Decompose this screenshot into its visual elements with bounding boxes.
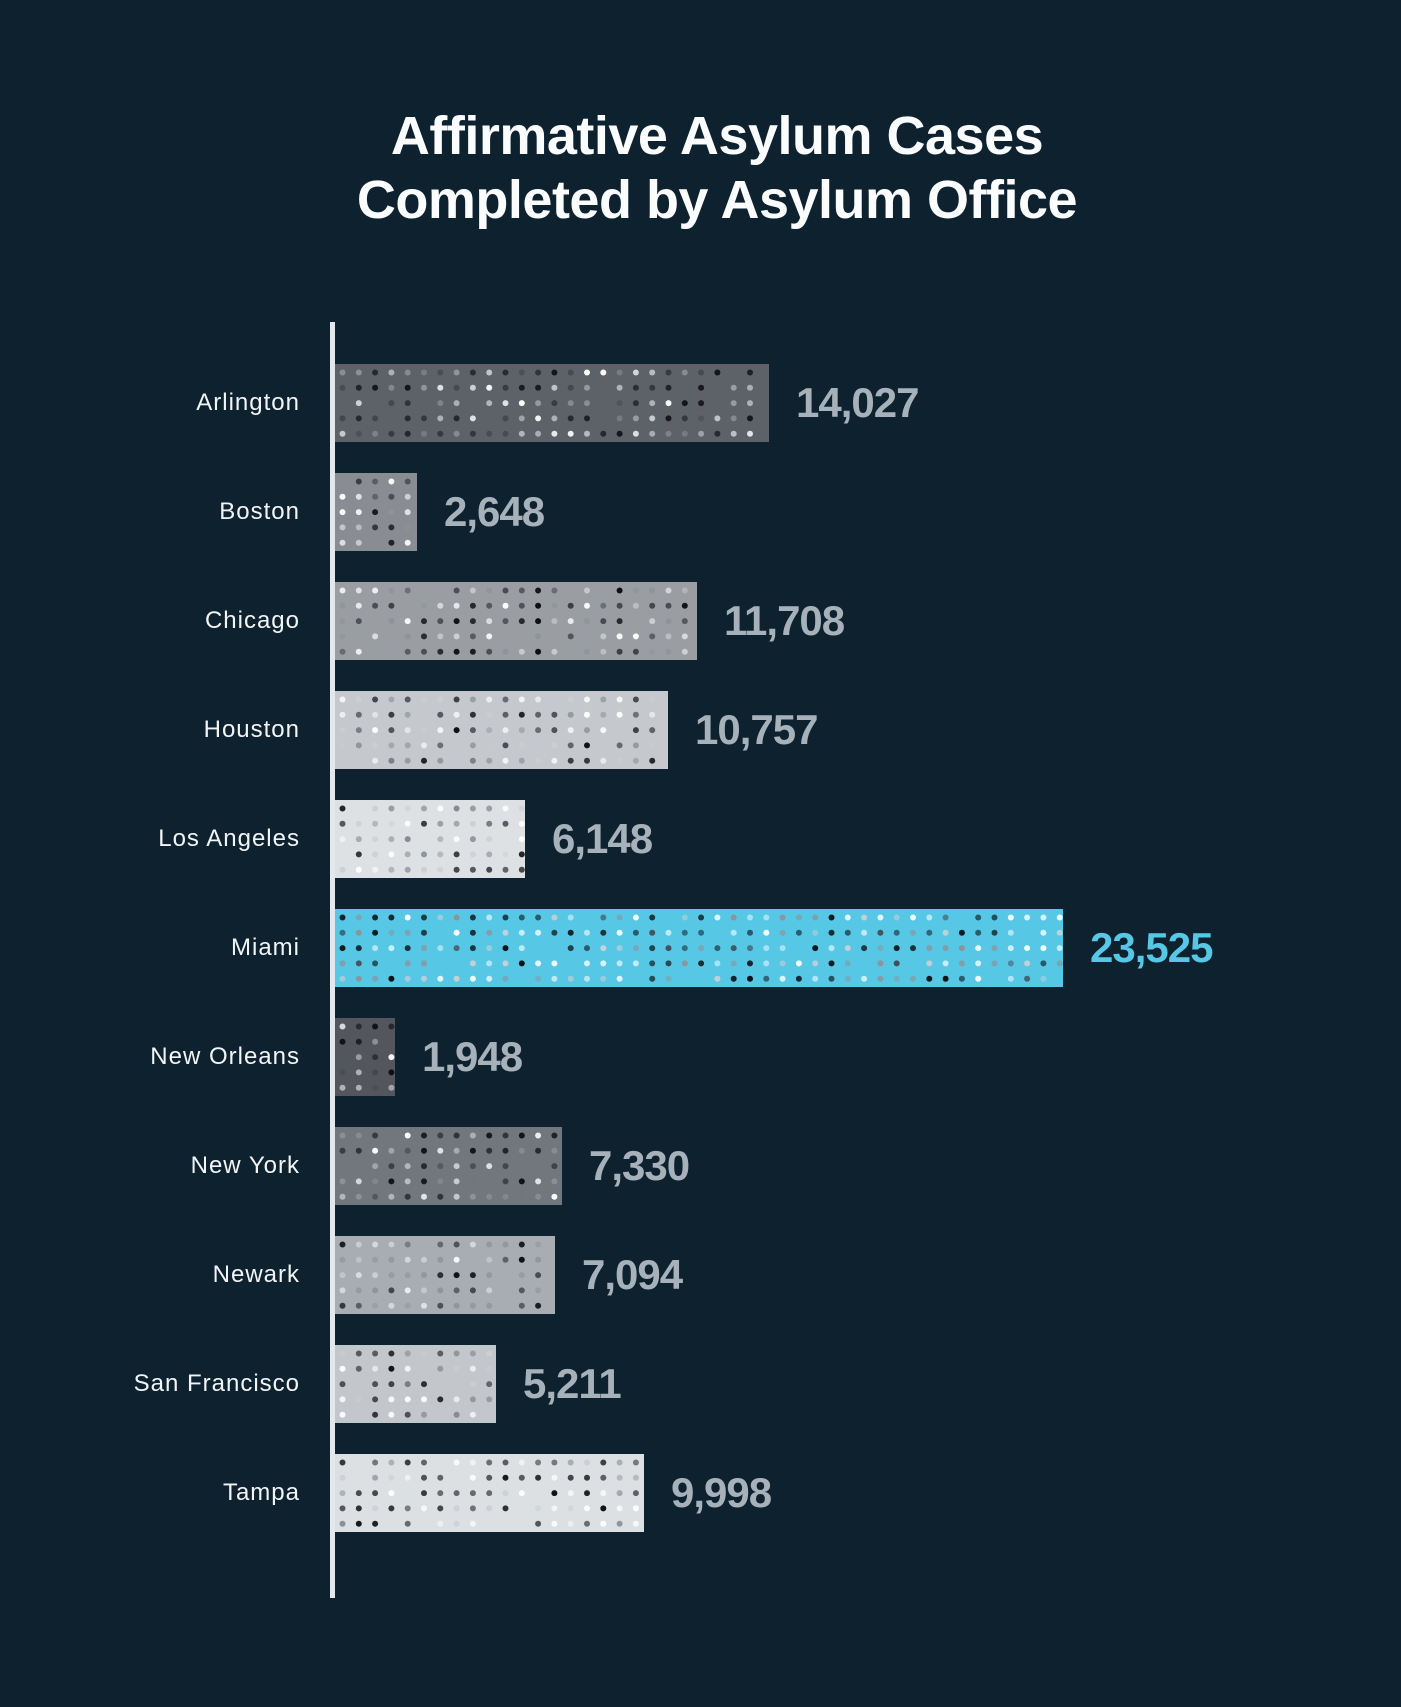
bar <box>335 1018 395 1096</box>
bar <box>335 364 769 442</box>
bar-dot-pattern <box>339 1241 542 1309</box>
bar <box>335 909 1063 987</box>
bar-row: San Francisco 5,211 <box>0 1345 1401 1423</box>
y-axis-line <box>330 322 335 1598</box>
bar-row: Arlington 14,027 <box>0 364 1401 442</box>
bar-row: Los Angeles 6,148 <box>0 800 1401 878</box>
bar-row: New Orleans 1,948 <box>0 1018 1401 1096</box>
bar-dot-pattern <box>339 369 753 437</box>
bar-row: Boston 2,648 <box>0 473 1401 551</box>
category-label: Miami <box>231 934 300 961</box>
value-label: 23,525 <box>1090 924 1213 971</box>
category-label: Chicago <box>204 607 300 634</box>
bar <box>335 1236 555 1314</box>
bar-dot-pattern <box>339 914 1063 982</box>
bar <box>335 1454 644 1532</box>
bar <box>335 1127 562 1205</box>
category-label: Los Angeles <box>158 825 300 852</box>
value-label: 6,148 <box>552 815 653 862</box>
chart-title: Affirmative Asylum Cases Completed by As… <box>33 104 1401 232</box>
value-label: 14,027 <box>796 379 919 426</box>
category-label: New York <box>190 1152 300 1179</box>
category-label: Boston <box>219 498 300 525</box>
bar-dot-pattern <box>339 1023 395 1091</box>
value-label: 7,094 <box>582 1251 683 1298</box>
value-label: 7,330 <box>589 1142 690 1189</box>
category-label: Newark <box>212 1261 300 1288</box>
value-label: 2,648 <box>444 488 545 535</box>
category-label: Arlington <box>196 389 300 416</box>
chart-title-line1: Affirmative Asylum Cases <box>390 106 1044 166</box>
value-label: 10,757 <box>695 706 818 753</box>
bar <box>335 1345 496 1423</box>
bar <box>335 800 525 878</box>
bar-row: Newark 7,094 <box>0 1236 1401 1314</box>
bar <box>335 582 697 660</box>
bar-dot-pattern <box>339 587 688 655</box>
category-label: Tampa <box>222 1479 300 1506</box>
value-label: 11,708 <box>724 597 845 644</box>
chart-title-line2: Completed by Asylum Office <box>356 170 1078 230</box>
bar-dot-pattern <box>339 805 525 873</box>
bar-row: New York 7,330 <box>0 1127 1401 1205</box>
bar-row: Tampa 9,998 <box>0 1454 1401 1532</box>
bar <box>335 473 417 551</box>
bar <box>335 691 668 769</box>
bar-dot-pattern <box>339 696 656 764</box>
bar-dot-pattern <box>339 1132 558 1200</box>
category-label: New Orleans <box>150 1043 300 1070</box>
bar-dot-pattern <box>339 478 411 546</box>
value-label: 9,998 <box>671 1469 772 1516</box>
value-label: 5,211 <box>523 1360 622 1407</box>
value-label: 1,948 <box>422 1033 523 1080</box>
bar-row: Houston 10,757 <box>0 691 1401 769</box>
bar-dot-pattern <box>339 1350 493 1418</box>
category-label: Houston <box>203 716 300 743</box>
bar-row: Miami 23,525 <box>0 909 1401 987</box>
category-label: San Francisco <box>133 1370 300 1397</box>
bar-row: Chicago 11,708 <box>0 582 1401 660</box>
bar-dot-pattern <box>339 1459 639 1527</box>
